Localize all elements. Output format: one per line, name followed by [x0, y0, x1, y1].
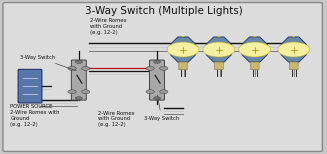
Circle shape	[278, 42, 310, 57]
Circle shape	[146, 90, 154, 94]
FancyBboxPatch shape	[215, 62, 223, 70]
Circle shape	[253, 36, 256, 37]
Polygon shape	[281, 37, 306, 62]
Text: 2-Wire Romex
with Ground
(e.g. 12-2): 2-Wire Romex with Ground (e.g. 12-2)	[90, 18, 127, 35]
FancyBboxPatch shape	[250, 62, 259, 70]
Polygon shape	[242, 37, 267, 62]
FancyBboxPatch shape	[179, 62, 187, 70]
Circle shape	[182, 36, 184, 37]
Polygon shape	[170, 37, 196, 62]
Circle shape	[160, 66, 168, 70]
Circle shape	[239, 42, 271, 57]
FancyBboxPatch shape	[149, 60, 164, 100]
Text: 3-Way Switch (Multiple Lights): 3-Way Switch (Multiple Lights)	[85, 6, 242, 16]
FancyBboxPatch shape	[71, 60, 86, 100]
Text: 2-Wire Romex
with Ground
(e.g. 12-2): 2-Wire Romex with Ground (e.g. 12-2)	[98, 111, 135, 127]
Circle shape	[154, 60, 161, 63]
Circle shape	[146, 66, 154, 70]
Polygon shape	[206, 37, 232, 62]
Circle shape	[293, 36, 295, 37]
Circle shape	[76, 60, 82, 63]
Circle shape	[203, 42, 235, 57]
Circle shape	[167, 42, 199, 57]
Text: POWER SOURCE
2-Wire Romex with
Ground
(e.g. 12-2): POWER SOURCE 2-Wire Romex with Ground (e…	[10, 104, 60, 127]
Circle shape	[81, 90, 90, 94]
Circle shape	[81, 66, 90, 70]
Circle shape	[76, 97, 82, 100]
Text: 3-Way Switch: 3-Way Switch	[144, 95, 179, 121]
Circle shape	[68, 66, 76, 70]
FancyBboxPatch shape	[289, 62, 298, 70]
Circle shape	[154, 97, 161, 100]
Circle shape	[218, 36, 220, 37]
FancyBboxPatch shape	[3, 2, 322, 152]
Text: 3-Way Switch: 3-Way Switch	[20, 55, 76, 71]
Circle shape	[68, 90, 76, 94]
Circle shape	[160, 90, 168, 94]
FancyBboxPatch shape	[18, 69, 42, 103]
